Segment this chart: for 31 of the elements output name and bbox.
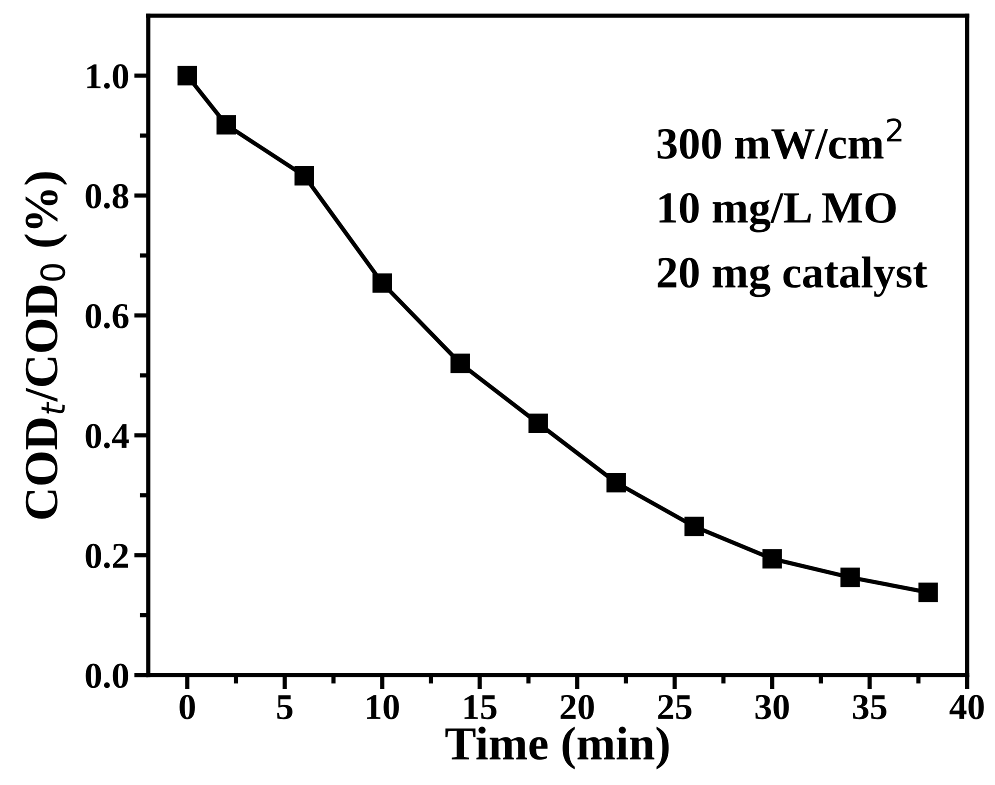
point — [294, 166, 314, 186]
x-tick-label: 25 — [658, 694, 692, 720]
point — [762, 549, 782, 569]
y-tick-label: 0.6 — [86, 304, 128, 328]
y-axis-title: COD$_{t}$/COD$_{0}$ (%) — [24, 172, 68, 519]
x-tick-label: 0 — [180, 694, 195, 720]
x-tick-label: 20 — [560, 694, 594, 720]
x-tick-label: 30 — [755, 694, 789, 720]
annotation: 20 mg catalyst — [658, 256, 928, 298]
point — [372, 273, 392, 293]
annotation: 10 mg/L MO — [660, 192, 896, 232]
point — [840, 568, 860, 588]
point — [684, 516, 704, 536]
y-tick-label: 1.0 — [87, 64, 128, 89]
x-tick-label: 35 — [852, 694, 886, 720]
y-tick-label: 0.8 — [86, 184, 128, 209]
x-axis-title: Time (min) — [445, 726, 669, 770]
point — [450, 354, 470, 374]
y-tick-label: 0.2 — [86, 544, 128, 568]
x-tick-label: 5 — [277, 695, 292, 720]
point — [918, 582, 938, 602]
point — [606, 472, 626, 492]
point — [178, 66, 197, 86]
point — [216, 115, 236, 135]
x-tick-label: 40 — [950, 694, 984, 720]
y-tick-label: 0.4 — [86, 424, 129, 448]
y-tick-label: 0.0 — [86, 664, 128, 688]
x-tick-label: 15 — [464, 695, 496, 720]
annotation: 300 mW/cm$^{2}$ — [658, 118, 902, 160]
point — [528, 414, 548, 434]
x-tick-label: 10 — [367, 694, 399, 720]
